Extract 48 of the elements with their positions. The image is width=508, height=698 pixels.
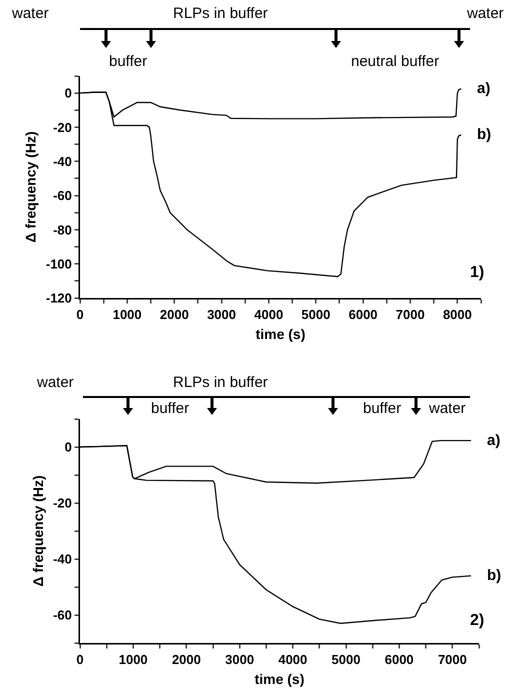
text: RLPs in buffer bbox=[173, 374, 268, 391]
x-axis-title: time (s) bbox=[254, 671, 304, 688]
y-tick-label: -60 bbox=[53, 188, 72, 204]
y-tick-label: -20 bbox=[53, 120, 72, 135]
series-label: b) bbox=[487, 567, 502, 584]
y-tick-label: -100 bbox=[46, 256, 72, 272]
y-tick-label: -40 bbox=[53, 154, 72, 169]
y-axis-title: Δ frequency (Hz) bbox=[22, 131, 39, 243]
y-tick-label: 0 bbox=[64, 86, 72, 101]
x-tick-label: 1000 bbox=[112, 307, 142, 322]
annotation: 2) bbox=[470, 612, 484, 629]
y-axis-title: Δ frequency (Hz) bbox=[30, 475, 46, 587]
series-label: a) bbox=[477, 80, 490, 97]
x-tick-label: 0 bbox=[76, 652, 84, 668]
x-tick-label: 3000 bbox=[207, 307, 236, 322]
text: buffer bbox=[363, 400, 402, 417]
text: water bbox=[11, 5, 49, 22]
text: water bbox=[428, 400, 466, 417]
x-tick-label: 6000 bbox=[384, 652, 414, 668]
y-tick-label: -80 bbox=[53, 222, 72, 238]
x-tick-label: 6000 bbox=[348, 307, 378, 322]
x-axis-title: time (s) bbox=[256, 326, 306, 342]
x-tick-label: 8000 bbox=[442, 307, 472, 322]
x-tick-label: 1000 bbox=[118, 652, 148, 668]
x-tick-label: 4000 bbox=[254, 307, 284, 322]
y-tick-label: -120 bbox=[46, 290, 72, 306]
series-label: a) bbox=[487, 432, 500, 449]
x-tick-label: 3000 bbox=[225, 652, 254, 668]
x-tick-label: 4000 bbox=[278, 652, 308, 668]
text: buffer bbox=[109, 53, 148, 70]
text: water bbox=[36, 374, 74, 391]
x-tick-label: 2000 bbox=[160, 307, 189, 322]
x-tick-label: 5000 bbox=[332, 652, 360, 668]
text: buffer bbox=[151, 400, 190, 417]
text: neutral buffer bbox=[351, 53, 440, 70]
x-tick-label: 2000 bbox=[172, 652, 201, 668]
series-label: b) bbox=[477, 126, 492, 143]
text: water bbox=[466, 5, 504, 22]
x-tick-label: 7000 bbox=[396, 307, 425, 322]
x-tick-label: 5000 bbox=[301, 307, 330, 322]
y-tick-label: -60 bbox=[53, 608, 72, 623]
y-tick-label: -20 bbox=[53, 496, 72, 511]
y-tick-label: 0 bbox=[64, 440, 72, 455]
annotation: 1) bbox=[470, 264, 484, 281]
text: RLPs in buffer bbox=[173, 5, 268, 22]
y-tick-label: -40 bbox=[53, 552, 72, 567]
x-tick-label: 7000 bbox=[438, 652, 467, 668]
x-tick-label: 0 bbox=[76, 307, 84, 322]
